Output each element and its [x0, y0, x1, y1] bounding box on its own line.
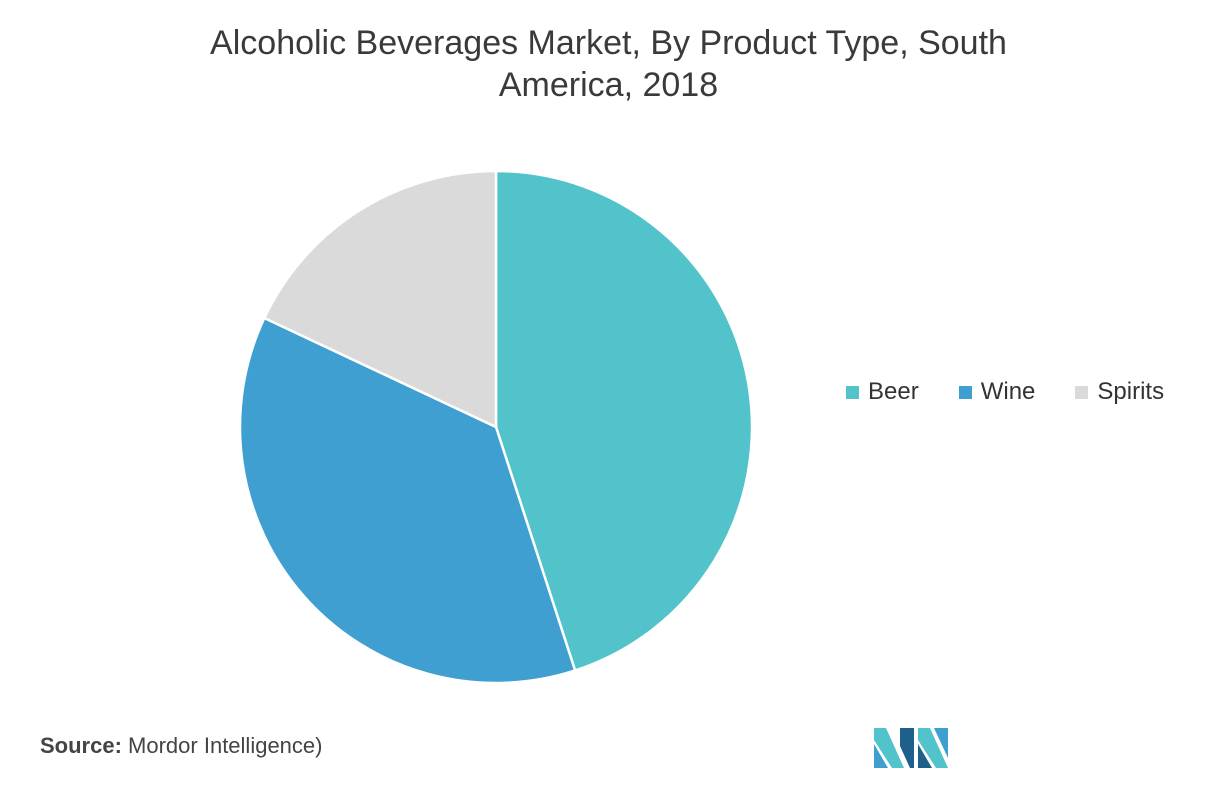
source-text: Mordor Intelligence): [128, 733, 323, 758]
logo-shape-4: [918, 728, 948, 768]
mordor-intelligence-logo: [874, 728, 948, 768]
legend-label-spirits: Spirits: [1097, 378, 1165, 405]
legend-swatch-beer: [846, 385, 859, 399]
pie-slice-beer: [494, 169, 754, 672]
pie-slice-spirits: [263, 169, 498, 429]
legend-swatch-wine: [958, 385, 972, 399]
source-label: Source:: [40, 733, 122, 758]
chart-title-line-2: America, 2018: [498, 66, 719, 104]
legend-label-beer: Beer: [868, 378, 919, 405]
logo-shape-3: [900, 728, 914, 768]
chart-title-line-1: Alcoholic Beverages Market, By Product T…: [210, 24, 1007, 62]
logo-shape-1: [874, 728, 904, 768]
legend-item-wine: Wine: [958, 378, 1036, 406]
chart-title: Alcoholic Beverages Market, By Product T…: [0, 22, 1217, 106]
chart-legend: Beer Wine Spirits: [846, 378, 1164, 406]
legend-item-beer: Beer: [846, 378, 919, 406]
logo-shape-2: [874, 744, 888, 768]
logo-shape-6: [918, 744, 932, 768]
source-note: Source: Mordor Intelligence): [40, 733, 322, 759]
legend-item-spirits: Spirits: [1075, 378, 1164, 406]
logo-shape-5: [934, 728, 948, 758]
legend-label-wine: Wine: [980, 378, 1036, 405]
pie-slice-wine: [238, 316, 577, 685]
legend-swatch-spirits: [1075, 385, 1089, 399]
